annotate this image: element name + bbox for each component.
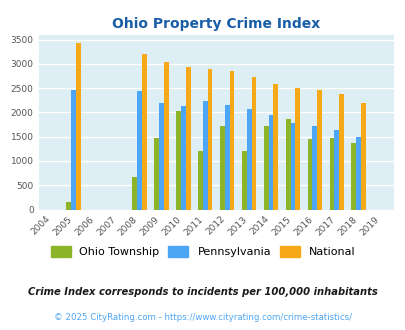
- Bar: [307, 139, 312, 210]
- Bar: [185, 67, 190, 210]
- Bar: [220, 126, 224, 210]
- Bar: [176, 111, 181, 210]
- Bar: [137, 91, 141, 210]
- Bar: [290, 122, 294, 210]
- Bar: [360, 103, 365, 210]
- Bar: [356, 137, 360, 210]
- Bar: [268, 115, 273, 210]
- Bar: [294, 88, 299, 210]
- Bar: [159, 103, 163, 210]
- Bar: [251, 78, 256, 210]
- Bar: [263, 126, 268, 210]
- Title: Ohio Property Crime Index: Ohio Property Crime Index: [112, 17, 320, 31]
- Bar: [202, 101, 207, 210]
- Bar: [207, 69, 212, 210]
- Bar: [285, 119, 290, 210]
- Legend: Ohio Township, Pennsylvania, National: Ohio Township, Pennsylvania, National: [46, 242, 359, 262]
- Bar: [316, 89, 321, 210]
- Bar: [224, 105, 229, 210]
- Bar: [241, 151, 246, 210]
- Text: Crime Index corresponds to incidents per 100,000 inhabitants: Crime Index corresponds to incidents per…: [28, 287, 377, 297]
- Bar: [71, 90, 76, 210]
- Text: © 2025 CityRating.com - https://www.cityrating.com/crime-statistics/: © 2025 CityRating.com - https://www.city…: [54, 313, 351, 322]
- Bar: [163, 62, 168, 210]
- Bar: [76, 43, 81, 210]
- Bar: [198, 151, 202, 210]
- Bar: [339, 94, 343, 210]
- Bar: [132, 177, 137, 210]
- Bar: [334, 130, 339, 210]
- Bar: [312, 126, 316, 210]
- Bar: [229, 71, 234, 210]
- Bar: [66, 202, 71, 210]
- Bar: [181, 106, 185, 210]
- Bar: [329, 138, 334, 210]
- Bar: [273, 84, 277, 210]
- Bar: [141, 54, 146, 210]
- Bar: [154, 138, 159, 210]
- Bar: [246, 109, 251, 210]
- Bar: [351, 143, 356, 210]
